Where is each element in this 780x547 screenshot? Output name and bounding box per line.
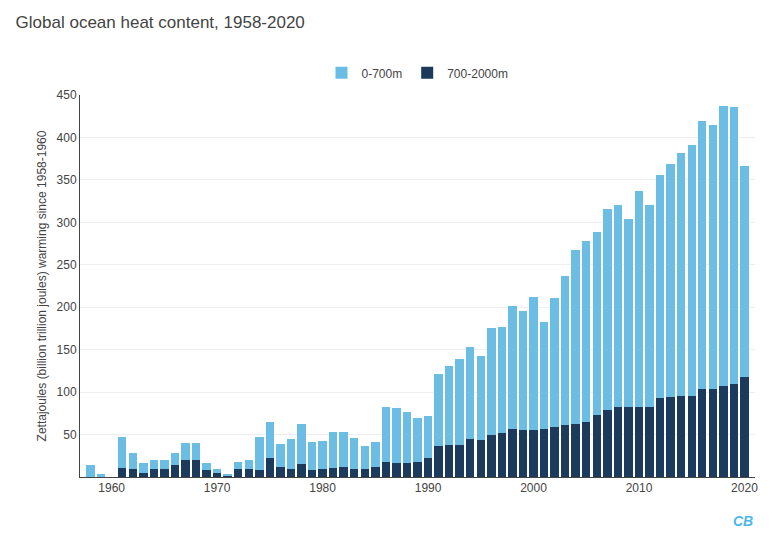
svg-text:450: 450 xyxy=(57,88,77,102)
svg-text:0-700m: 0-700m xyxy=(362,67,403,81)
svg-text:50: 50 xyxy=(63,428,77,442)
svg-text:200: 200 xyxy=(57,300,77,314)
svg-text:2010: 2010 xyxy=(626,481,653,495)
svg-text:250: 250 xyxy=(57,258,77,272)
svg-text:2000: 2000 xyxy=(520,481,547,495)
svg-text:Global ocean heat content, 195: Global ocean heat content, 1958-2020 xyxy=(16,13,305,32)
svg-text:350: 350 xyxy=(57,173,77,187)
svg-text:2020: 2020 xyxy=(731,481,758,495)
svg-text:1970: 1970 xyxy=(204,481,231,495)
svg-text:100: 100 xyxy=(57,385,77,399)
svg-text:400: 400 xyxy=(57,131,77,145)
svg-text:1980: 1980 xyxy=(309,481,336,495)
svg-text:700-2000m: 700-2000m xyxy=(447,67,508,81)
svg-text:150: 150 xyxy=(57,343,77,357)
svg-text:Zettajoules (billion trillion: Zettajoules (billion trillion joules) wa… xyxy=(35,130,49,441)
svg-text:300: 300 xyxy=(57,216,77,230)
svg-text:CB: CB xyxy=(733,513,753,529)
svg-text:1960: 1960 xyxy=(98,481,125,495)
svg-text:1990: 1990 xyxy=(415,481,442,495)
